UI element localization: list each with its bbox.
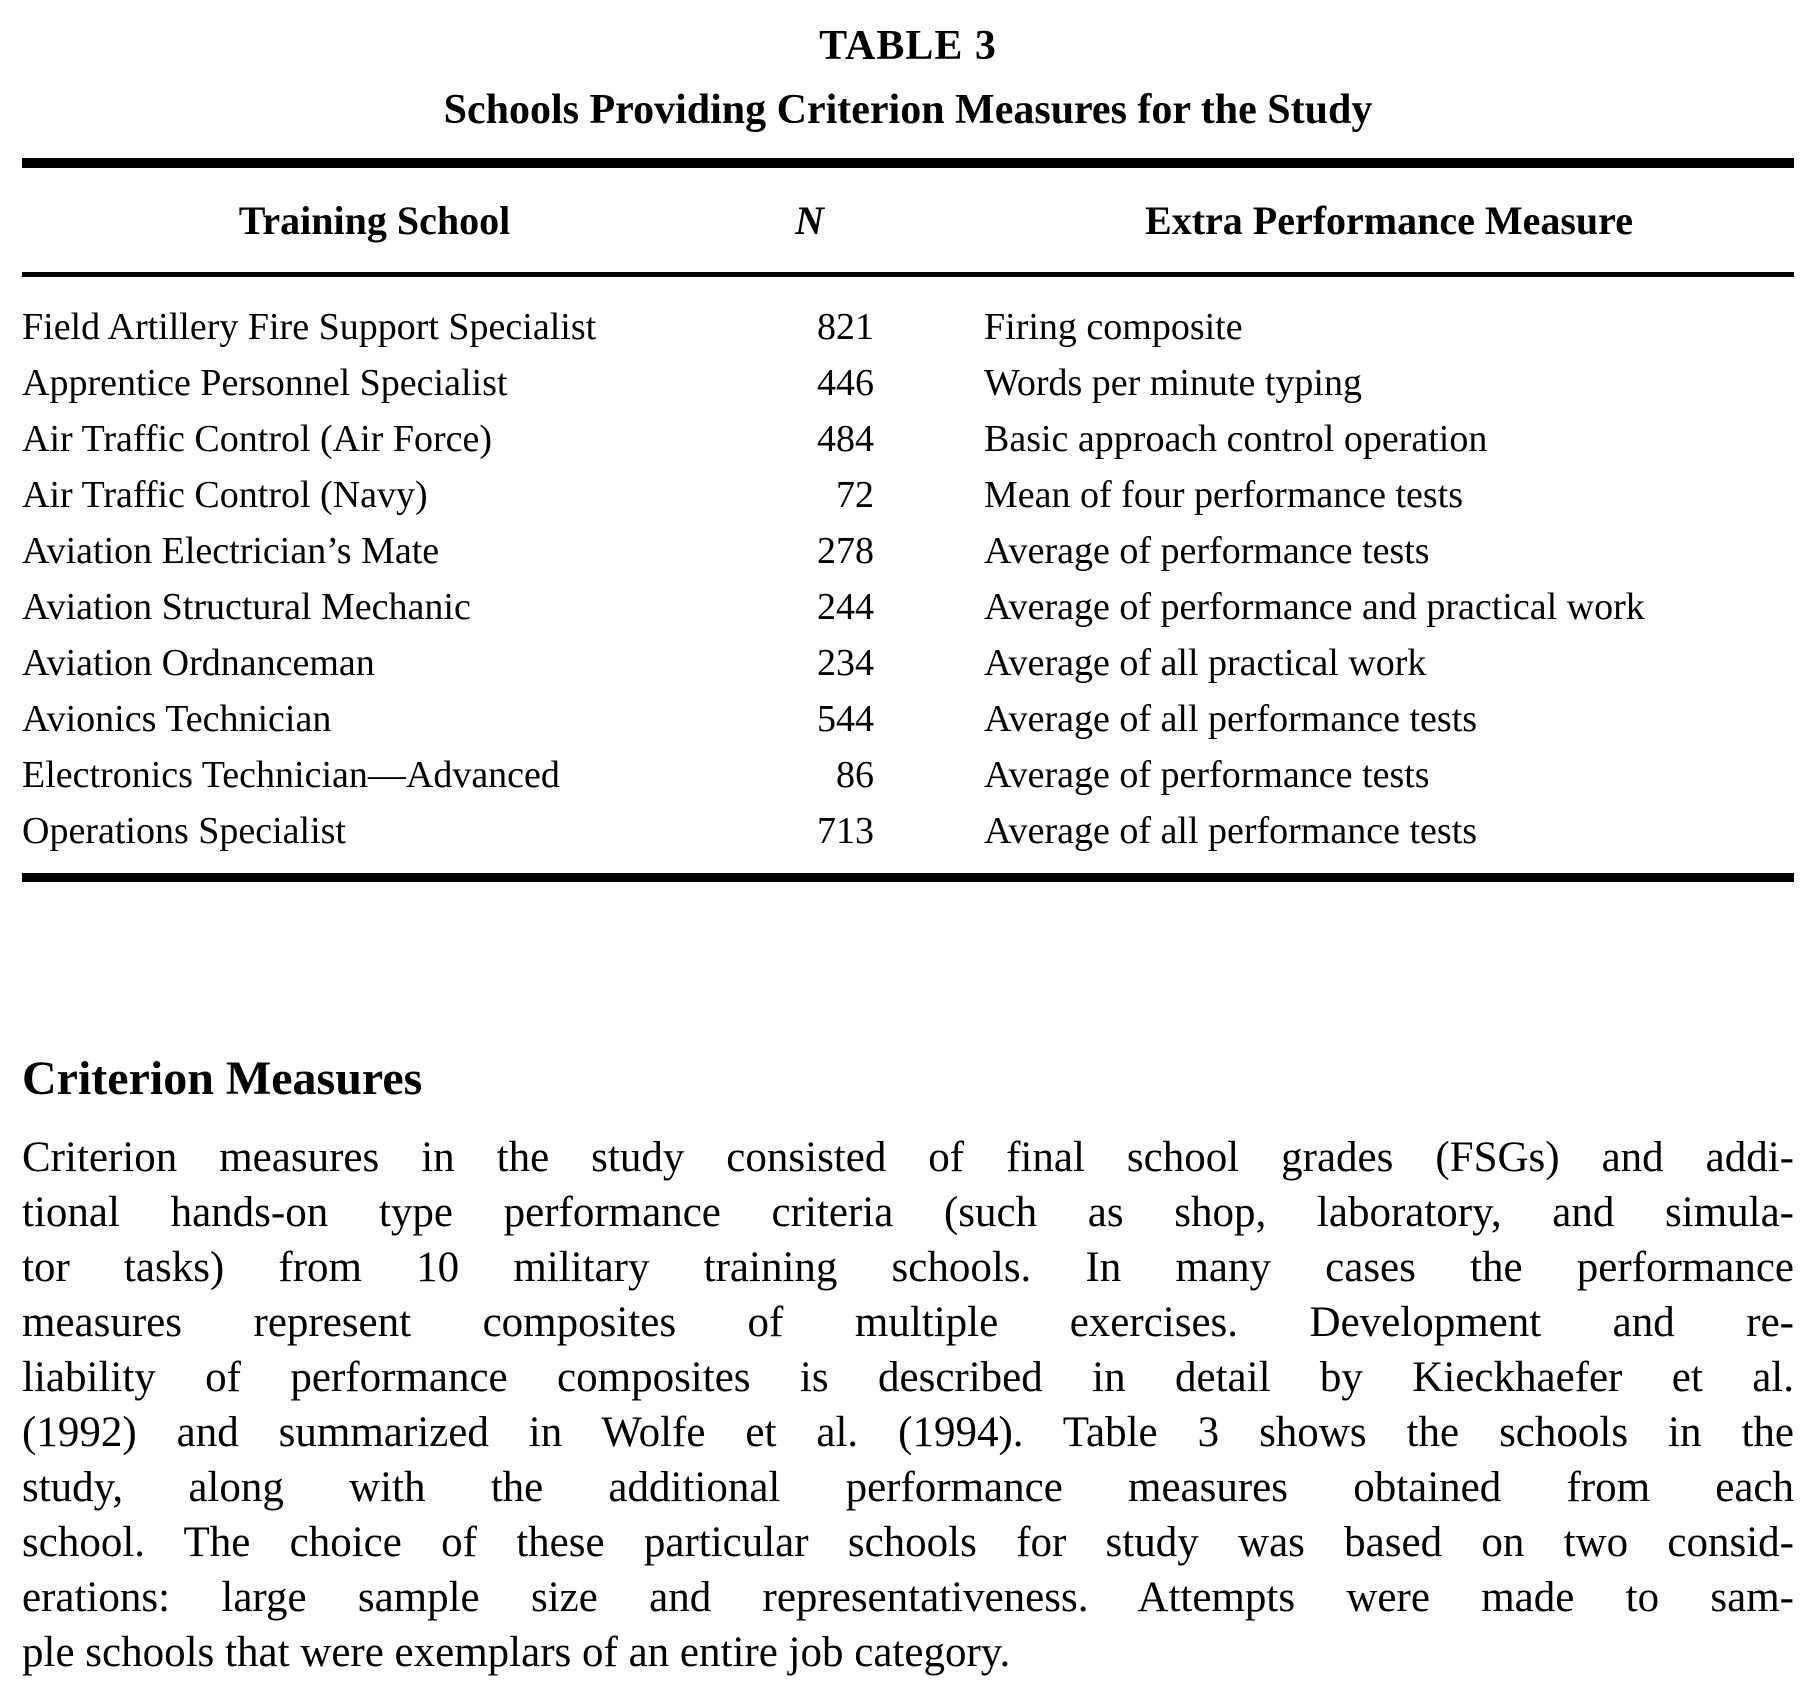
cell-school: Aviation Ordnanceman: [22, 642, 375, 684]
paragraph-line: (1992) and summarized in Wolfe et al. (1…: [22, 1409, 1794, 1456]
paragraph-line: Criterion measures in the study consiste…: [22, 1134, 1794, 1181]
cell-n: 544: [817, 698, 874, 740]
column-header-training-school: Training School: [238, 197, 511, 243]
table-row: Avionics Technician 544 Average of all p…: [22, 691, 1794, 747]
paragraph-line: measures represent composites of multipl…: [22, 1299, 1794, 1346]
table-header-row: Training School N Extra Performance Meas…: [22, 168, 1794, 272]
cell-n: 86: [836, 754, 874, 796]
paragraph-line: tional hands-on type performance criteri…: [22, 1189, 1794, 1236]
cell-measure: Firing composite: [984, 306, 1243, 348]
paragraph-line: ple schools that were exemplars of an en…: [22, 1629, 1011, 1676]
cell-school: Electronics Technician—Advanced: [22, 754, 560, 796]
cell-measure: Average of performance tests: [984, 754, 1430, 796]
cell-measure: Average of all performance tests: [984, 698, 1478, 740]
paragraph-line: erations: large sample size and represen…: [22, 1574, 1794, 1621]
cell-school: Air Traffic Control (Navy): [22, 474, 428, 516]
cell-measure: Words per minute typing: [984, 362, 1362, 404]
cell-measure: Average of all performance tests: [984, 810, 1478, 852]
table-row: Aviation Electrician’s Mate 278 Average …: [22, 523, 1794, 579]
cell-school: Field Artillery Fire Support Specialist: [22, 306, 597, 348]
table-title: Schools Providing Criterion Measures for…: [443, 87, 1373, 133]
table-row: Electronics Technician—Advanced 86 Avera…: [22, 747, 1794, 803]
cell-n: 446: [817, 362, 874, 404]
table-bottom-rule: [22, 873, 1794, 882]
table-header-rule: [22, 272, 1794, 277]
table-row: Air Traffic Control (Air Force) 484 Basi…: [22, 411, 1794, 467]
table-row: Apprentice Personnel Specialist 446 Word…: [22, 355, 1794, 411]
cell-n: 244: [817, 586, 874, 628]
table-row: Aviation Structural Mechanic 244 Average…: [22, 579, 1794, 635]
paragraph-line: liability of performance composites is d…: [22, 1354, 1794, 1401]
cell-measure: Average of performance tests: [984, 530, 1430, 572]
cell-school: Aviation Structural Mechanic: [22, 586, 471, 628]
cell-n: 821: [817, 306, 874, 348]
section-heading: Criterion Measures: [22, 1052, 423, 1105]
cell-school: Aviation Electrician’s Mate: [22, 530, 440, 572]
cell-n: 234: [817, 642, 874, 684]
cell-measure: Basic approach control operation: [984, 418, 1488, 460]
column-header-n: N: [795, 197, 824, 243]
cell-n: 713: [817, 810, 874, 852]
paragraph-line: study, along with the additional perform…: [22, 1464, 1794, 1511]
cell-n: 484: [817, 418, 874, 460]
table-top-rule: [22, 158, 1794, 168]
table-row: Field Artillery Fire Support Specialist …: [22, 299, 1794, 355]
cell-measure: Average of performance and practical wor…: [984, 586, 1645, 628]
paragraph-line: tor tasks) from 10 military training sch…: [22, 1244, 1794, 1291]
table-row: Aviation Ordnanceman 234 Average of all …: [22, 635, 1794, 691]
cell-school: Avionics Technician: [22, 698, 332, 740]
table-body: Field Artillery Fire Support Specialist …: [22, 277, 1794, 873]
cell-school: Air Traffic Control (Air Force): [22, 418, 493, 460]
table-row: Air Traffic Control (Navy) 72 Mean of fo…: [22, 467, 1794, 523]
table-row: Operations Specialist 713 Average of all…: [22, 803, 1794, 859]
cell-n: 72: [836, 474, 874, 516]
paragraph-line: school. The choice of these particular s…: [22, 1519, 1794, 1566]
criterion-measures-section: Criterion Measures Criterion measures in…: [22, 1050, 1794, 1680]
cell-school: Apprentice Personnel Specialist: [22, 362, 508, 404]
column-header-extra-performance-measure: Extra Performance Measure: [1145, 197, 1633, 243]
body-paragraph: Criterion measures in the study consiste…: [22, 1130, 1794, 1680]
cell-school: Operations Specialist: [22, 810, 346, 852]
cell-measure: Mean of four performance tests: [984, 474, 1464, 516]
table-label: TABLE 3: [819, 23, 997, 69]
cell-n: 278: [817, 530, 874, 572]
table-caption: TABLE 3 Schools Providing Criterion Meas…: [22, 20, 1794, 136]
cell-measure: Average of all practical work: [984, 642, 1427, 684]
